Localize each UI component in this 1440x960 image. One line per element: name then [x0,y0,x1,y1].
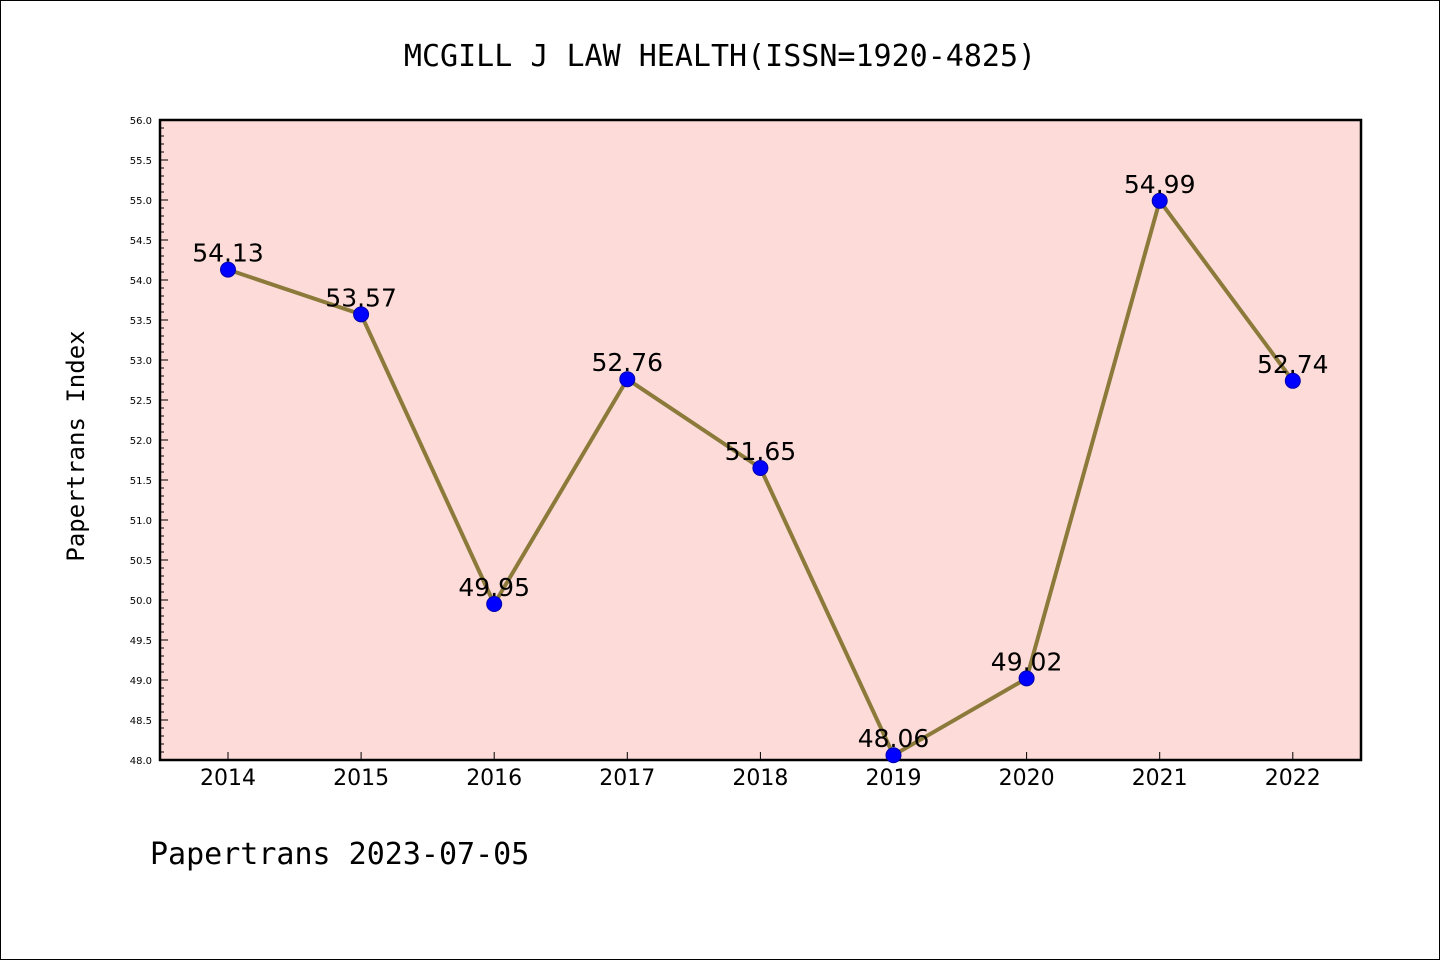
y-tick-label: 51.0 [130,516,152,527]
data-label: 48.06 [858,724,930,753]
y-tick-label: 50.5 [130,556,152,567]
x-tick-label: 2014 [200,766,256,791]
data-labels: 54.13 53.57 49.95 52.76 51.65 48.06 49.02 54.99… [192,170,1328,753]
y-tick-label: 55.5 [130,156,152,167]
data-point [752,460,769,476]
y-tick-label: 49.5 [130,636,152,647]
y-tick-label: 51.5 [130,476,152,487]
x-axis-ticks: 2014 2015 2016 2017 2018 2019 2020 2021 2022 [200,752,1321,791]
data-label: 51.65 [725,437,797,466]
y-tick-label: 54.0 [130,276,152,287]
y-tick-label: 56.0 [130,116,152,127]
y-tick-label: 52.5 [130,396,152,407]
data-point [1284,372,1301,389]
x-tick-label: 2016 [466,766,522,791]
x-tick-label: 2017 [599,766,655,791]
y-tick-label: 54.5 [130,236,152,247]
y-tick-label: 50.0 [130,596,152,607]
x-tick-label: 2021 [1132,766,1188,791]
data-label: 53.57 [325,283,397,312]
data-point [885,747,902,764]
data-label: 49.95 [458,573,530,602]
x-tick-label: 2020 [999,766,1055,791]
data-label: 52.74 [1257,350,1329,379]
y-tick-label: 48.0 [130,756,152,767]
x-tick-label: 2018 [732,766,788,791]
data-point [1018,670,1035,687]
y-tick-label: 49.0 [130,676,152,687]
x-tick-label: 2019 [866,766,922,791]
y-axis-label: Papertrans Index [62,330,90,561]
x-tick-label: 2022 [1265,766,1321,791]
y-axis-ticks: 48.0 48.5 49.0 49.5 50.0 50.5 51.0 51.5 52.0 52.5… [130,116,168,767]
y-tick-label: 52.0 [130,436,152,447]
y-tick-label: 53.5 [130,316,152,327]
data-label: 49.02 [991,647,1063,676]
y-tick-label: 53.0 [130,356,152,367]
footer-note: Papertrans 2023-07-05 [150,837,529,872]
data-markers [220,192,1301,764]
chart-title: MCGILL J LAW HEALTH(ISSN=1920-4825) [404,39,1036,74]
x-tick-label: 2015 [333,766,389,791]
data-point [220,261,236,278]
data-point [486,596,503,612]
y-tick-label: 48.5 [130,716,152,727]
data-point [1151,192,1168,209]
data-point [619,371,636,388]
data-label: 52.76 [592,348,664,377]
data-label: 54.99 [1124,170,1196,199]
plot-area [158,118,1363,762]
y-tick-label: 55.0 [130,196,152,207]
data-point [353,306,370,323]
data-label: 54.13 [192,239,264,268]
